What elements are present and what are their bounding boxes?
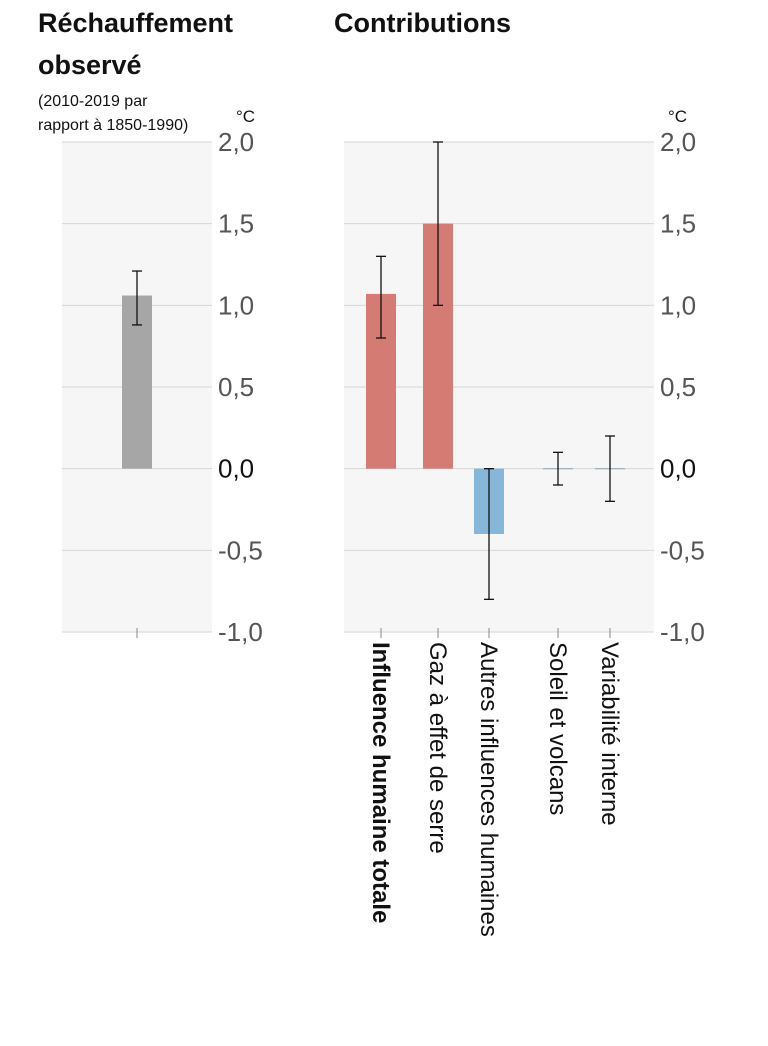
y-tick-label: 2,0: [660, 127, 696, 157]
category-label: Gaz à effet de serre: [424, 642, 451, 854]
y-tick-label: 1,5: [660, 209, 696, 239]
y-tick-label: -0,5: [660, 535, 705, 565]
observed-warming-panel: 2,0 1,5 1,0 0,5 0,0 -0,5 -1,0: [62, 127, 263, 647]
y-tick-label: 1,0: [218, 290, 254, 320]
left-title-line-1: Réchauffement: [38, 8, 233, 38]
y-tick-label: 0,0: [660, 454, 696, 484]
right-error-bars: [376, 141, 615, 600]
left-subtitle-line-1: (2010-2019 par: [38, 93, 148, 110]
y-tick-label: -0,5: [218, 535, 263, 565]
y-tick-label: -1,0: [660, 617, 705, 647]
y-tick-label: 0,5: [660, 372, 696, 402]
contributions-panel: 2,0 1,5 1,0 0,5 0,0 -0,5 -1,0 Influence humain…: [344, 127, 705, 937]
right-y-axis: 2,0 1,5 1,0 0,5 0,0 -0,5 -1,0: [660, 127, 705, 647]
category-label: Autres influences humaines: [475, 642, 502, 937]
left-subtitle-line-2: rapport à 1850-1990): [38, 117, 188, 134]
left-y-axis: 2,0 1,5 1,0 0,5 0,0 -0,5 -1,0: [136, 127, 263, 647]
left-unit-label: °C: [236, 107, 255, 126]
category-label: Soleil et volcans: [544, 642, 571, 815]
y-tick-label: 0,5: [218, 372, 254, 402]
category-label: Variabilité interne: [596, 642, 623, 826]
category-label: Influence humaine totale: [367, 642, 394, 923]
right-title: Contributions: [334, 8, 511, 38]
y-tick-label: 1,0: [660, 290, 696, 320]
left-title-line-2: observé: [38, 50, 142, 80]
left-error-bars: [132, 270, 142, 326]
y-tick-label: 1,5: [218, 209, 254, 239]
y-tick-label: 0,0: [218, 454, 254, 484]
y-tick-label: 2,0: [218, 127, 254, 157]
right-unit-label: °C: [668, 107, 687, 126]
y-tick-label: -1,0: [218, 617, 263, 647]
right-category-labels: Influence humaine totale Gaz à effet de s…: [367, 628, 623, 937]
